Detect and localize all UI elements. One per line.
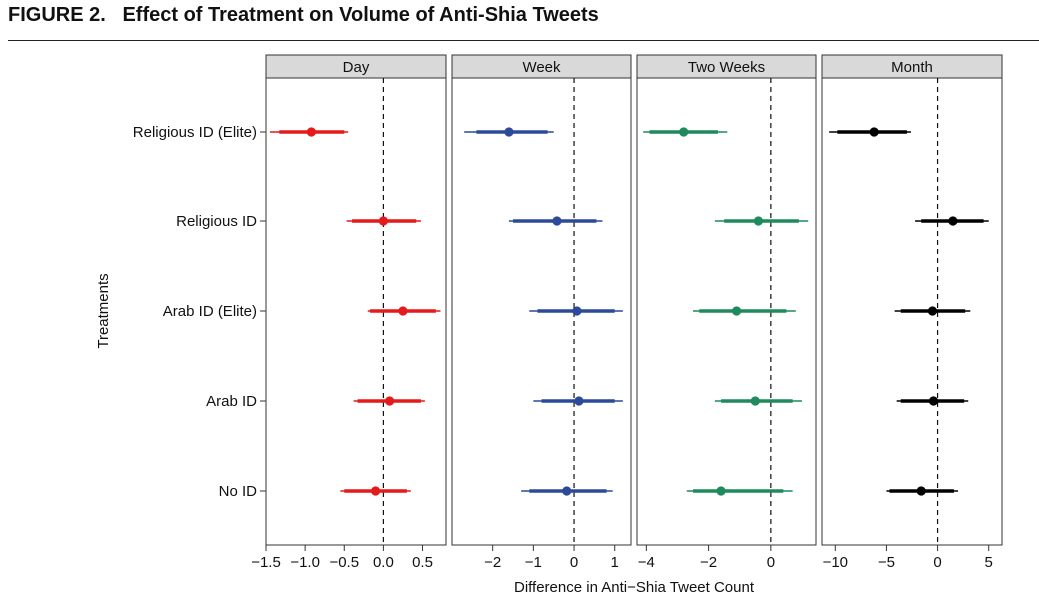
facet-panel-week: Week −2 −1 0 1 — [451, 54, 632, 571]
x-tick-label: −10 — [823, 554, 848, 571]
facet-plot-area — [636, 77, 817, 546]
facet-panel-two-weeks: Two Weeks −4 −2 0 — [636, 54, 817, 571]
x-tick-label: 0.0 — [373, 554, 394, 571]
x-axis-title: Difference in Anti−Shia Tweet Count — [514, 579, 755, 596]
point-estimate — [679, 127, 689, 137]
x-tick-label: −1 — [525, 554, 542, 571]
point-estimate — [552, 216, 562, 226]
facet-plot-area — [821, 77, 1003, 546]
x-tick-label: −5 — [878, 554, 895, 571]
point-estimate — [928, 396, 939, 406]
x-tick-label: −2 — [484, 554, 501, 571]
x-tick-label: 0 — [767, 554, 775, 571]
x-tick-label: 0 — [933, 554, 941, 571]
category-label: Arab ID — [206, 393, 257, 410]
point-estimate — [562, 486, 572, 496]
x-tick-label: −4 — [638, 554, 655, 571]
point-estimate — [948, 216, 958, 226]
x-tick-label: −0.5 — [329, 554, 359, 571]
point-estimate — [306, 127, 316, 137]
point-estimate — [927, 306, 938, 316]
x-tick-label: 1 — [611, 554, 619, 571]
figure-label: FIGURE 2. — [8, 4, 106, 26]
x-tick-label: −2 — [700, 554, 717, 571]
point-estimate — [370, 486, 381, 496]
point-estimate — [504, 127, 514, 137]
category-label: Arab ID (Elite) — [163, 303, 257, 320]
facet-panel-month: Month −10 −5 0 5 — [821, 54, 1003, 571]
category-label: No ID — [219, 483, 258, 500]
point-estimate — [398, 306, 408, 316]
x-tick-label: 0.5 — [412, 554, 433, 571]
title-rule — [8, 40, 1039, 41]
facet-strip-label: Month — [891, 59, 933, 76]
x-tick-label: −1.5 — [251, 554, 281, 571]
point-estimate — [750, 396, 760, 406]
facet-strip-label: Day — [343, 59, 370, 76]
point-estimate — [869, 127, 879, 137]
point-estimate — [716, 486, 726, 496]
point-estimate — [378, 216, 388, 226]
x-tick-label: −1.0 — [290, 554, 320, 571]
facet-plot-area — [451, 77, 632, 546]
category-label: Religious ID — [176, 213, 257, 230]
facet-strip-label: Week — [522, 59, 561, 76]
x-tick-label: 5 — [985, 554, 993, 571]
facet-strip-label: Two Weeks — [688, 59, 765, 76]
figure-title: FIGURE 2. Effect of Treatment on Volume … — [8, 4, 599, 27]
x-tick-label: 0 — [570, 554, 578, 571]
facet-plot-area — [265, 77, 447, 546]
point-estimate — [732, 306, 742, 316]
figure-title-text: Effect of Treatment on Volume of Anti-Sh… — [122, 4, 599, 26]
y-axis-title: Treatments — [95, 273, 112, 348]
point-estimate — [753, 216, 764, 226]
point-estimate — [574, 396, 584, 406]
category-label: Religious ID (Elite) — [133, 124, 257, 141]
point-estimate — [916, 486, 926, 496]
point-estimate — [572, 306, 582, 316]
point-estimate — [385, 396, 395, 406]
facet-panel-day: Day −1.5 −1.0 −0.5 0.0 0.5 — [251, 54, 447, 571]
